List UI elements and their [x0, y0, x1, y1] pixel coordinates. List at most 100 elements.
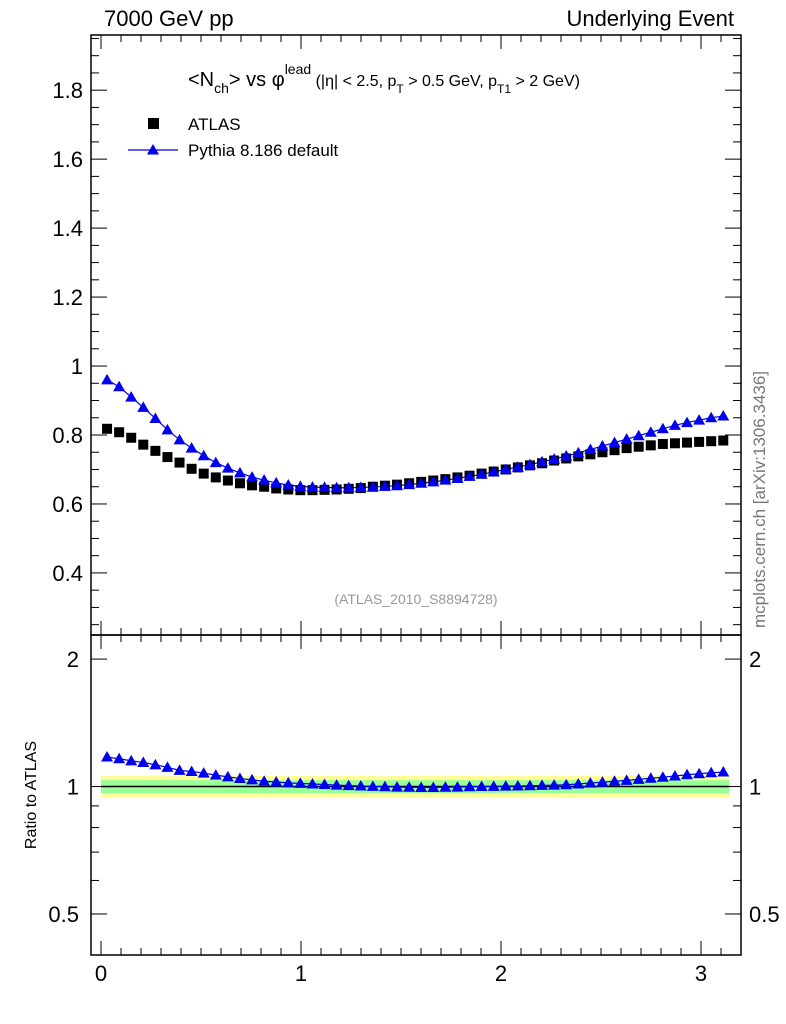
ratio-y-tick-label: 0.5	[48, 902, 79, 927]
x-tick-label: 3	[695, 961, 707, 986]
ratio-point	[596, 776, 609, 787]
ratio-point	[306, 777, 319, 789]
pythia-point	[342, 481, 355, 493]
ratio-point	[656, 771, 669, 782]
atlas-point	[706, 436, 717, 447]
atlas-point	[234, 478, 245, 489]
ratio-point	[560, 778, 573, 790]
pythia-point	[644, 426, 657, 437]
y-tick-label: 0.8	[52, 423, 83, 448]
y-tick-label: 1.4	[52, 216, 83, 241]
pythia-point	[282, 479, 295, 490]
y-tick-label: 1.8	[52, 78, 83, 103]
atlas-point	[621, 443, 632, 454]
ratio-point	[391, 781, 404, 792]
pythia-point	[560, 450, 573, 461]
pythia-point	[705, 411, 718, 423]
pythia-point	[572, 446, 585, 458]
pythia-point	[693, 414, 706, 425]
ratio-point	[475, 780, 488, 792]
pythia-point	[161, 423, 174, 435]
ratio-point	[270, 775, 283, 787]
chart-text: 0 1 2 3 0.4 0.6 0.8 1 1.2 1.4 1.6 1.8 0.5 0.5 1 1 2 2 Rati…	[23, 61, 780, 986]
ratio-point	[427, 781, 440, 792]
ratio-point	[197, 767, 210, 778]
ratio-point	[548, 779, 561, 790]
pythia-point	[499, 463, 512, 474]
ratio-frame	[90, 634, 742, 956]
ratio-point	[294, 777, 307, 788]
atlas-point	[210, 472, 221, 483]
pythia-point	[487, 465, 500, 477]
legend-atlas-marker	[148, 118, 159, 129]
ratio-point	[608, 775, 621, 786]
atlas-point	[114, 427, 125, 438]
pythia-point	[354, 481, 367, 492]
atlas-point	[186, 463, 197, 474]
analysis-watermark: (ATLAS_2010_S8894728)	[334, 591, 497, 607]
y-tick-label: 1.6	[52, 147, 83, 172]
ratio-point	[644, 772, 657, 783]
ratio-point	[101, 751, 114, 762]
ratio-y-axis-label: Ratio to ATLAS	[23, 741, 40, 849]
pythia-point	[511, 461, 524, 472]
pythia-point	[717, 410, 730, 421]
legend-pythia-label: Pythia 8.186 default	[188, 141, 339, 160]
pythia-point	[632, 429, 645, 441]
atlas-point	[162, 452, 173, 463]
ratio-point	[717, 766, 730, 777]
ratio-point	[584, 777, 597, 788]
pythia-point	[197, 449, 210, 461]
pythia-point	[330, 481, 343, 493]
atlas-point	[682, 437, 693, 448]
y-tick-label: 0.4	[52, 561, 83, 586]
ratio-point	[149, 758, 162, 770]
atlas-point	[694, 436, 705, 447]
pythia-point	[427, 475, 440, 487]
atlas-point	[718, 435, 729, 446]
ratio-point	[523, 779, 536, 791]
ratio-point	[451, 781, 464, 792]
ratio-point	[463, 780, 476, 792]
pythia-point	[403, 478, 416, 490]
legend-atlas-label: ATLAS	[188, 115, 241, 134]
ratio-point	[125, 754, 138, 766]
pythia-point	[209, 456, 222, 468]
ratio-y-tick-label: 0.5	[749, 902, 780, 927]
atlas-point	[669, 438, 680, 449]
atlas-point	[645, 440, 656, 451]
ratio-point	[366, 780, 379, 791]
ratio-point	[330, 779, 343, 790]
pythia-point	[137, 401, 150, 412]
pythia-point	[101, 373, 114, 385]
analysis-label: Underlying Event	[566, 6, 734, 31]
ratio-point	[487, 780, 500, 791]
pythia-point	[548, 453, 561, 464]
legend-pythia-marker	[147, 144, 159, 155]
pythia-point	[270, 476, 283, 488]
pythia-point	[584, 443, 597, 454]
pythia-point	[149, 412, 162, 423]
ratio-y-tick-label: 2	[67, 647, 79, 672]
pythia-point	[258, 474, 271, 485]
ratio-point	[415, 781, 428, 792]
pythia-point	[391, 479, 404, 491]
pythia-point	[246, 471, 259, 482]
pythia-point	[451, 472, 464, 483]
atlas-point	[150, 445, 161, 456]
ratio-point	[354, 779, 367, 791]
ratio-line	[106, 756, 724, 789]
ratio-point	[378, 780, 391, 792]
pythia-point	[681, 416, 694, 428]
ratio-point	[403, 781, 416, 792]
pythia-point	[536, 455, 549, 467]
atlas-point	[259, 481, 270, 492]
ratio-point	[113, 752, 126, 764]
ratio-point	[185, 765, 198, 777]
pythia-point	[463, 470, 476, 481]
ratio-point	[173, 764, 186, 775]
ratio-point	[258, 775, 271, 786]
atlas-point	[271, 483, 282, 494]
pythia-line	[106, 379, 724, 489]
